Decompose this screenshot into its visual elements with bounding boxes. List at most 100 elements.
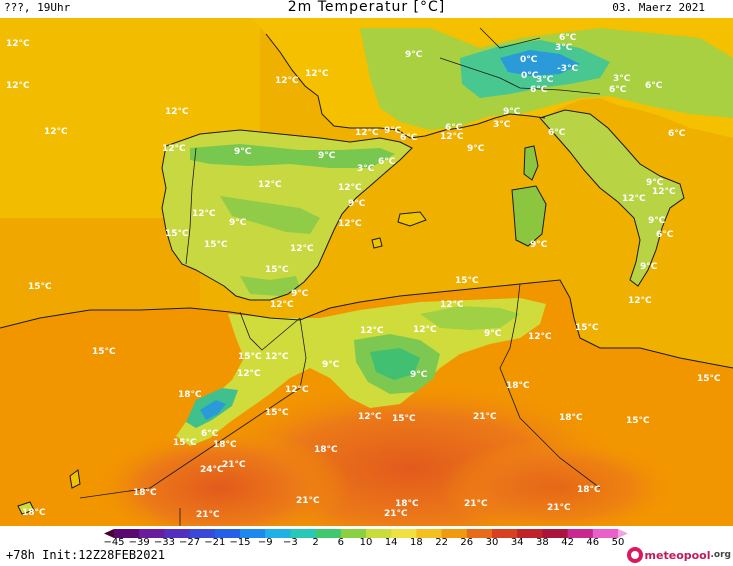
high-atlas-coldest (200, 400, 226, 420)
temperature-label: 9°C (530, 240, 548, 250)
scale-tick-label: −21 (204, 537, 226, 548)
temperature-label: 6°C (559, 33, 577, 43)
temperature-label: 15°C (697, 374, 721, 384)
alps-coldest-core (500, 50, 580, 76)
map-footer: −45 −39 −33 −27 −21 −15 −9 −3 2 6 10 14 18 22 26 30 34 38… (0, 526, 733, 566)
temperature-label: 12°C (290, 244, 314, 254)
temperature-label: 6°C (548, 128, 566, 138)
temperature-label: 9°C (467, 144, 485, 154)
temperature-label: 12°C (652, 187, 676, 197)
temperature-label: 12°C (338, 183, 362, 193)
meteopool-logo-icon (626, 547, 643, 563)
sierra-nevada (240, 276, 300, 296)
temperature-label: 6°C (645, 81, 663, 91)
temperature-label: 0°C (520, 55, 538, 65)
scale-color-swatch (189, 529, 216, 538)
ibiza-land (372, 238, 382, 248)
temperature-label: 9°C (405, 50, 423, 60)
corsica-land (524, 146, 538, 180)
temperature-label: 15°C (575, 323, 599, 333)
temperature-label: 12°C (237, 369, 261, 379)
temperature-label: 24°C (200, 465, 224, 475)
temperature-label: 21°C (384, 509, 408, 519)
iberia-central-system (220, 196, 320, 234)
temperature-label: 12°C (360, 326, 384, 336)
scale-color-swatch (567, 529, 594, 538)
temperature-label: 21°C (196, 510, 220, 520)
scale-color-swatch (391, 529, 417, 538)
temperature-label: 12°C (528, 332, 552, 342)
scale-color-swatch (290, 529, 317, 538)
scale-tick-label: 42 (561, 537, 574, 548)
temperature-label: 12°C (338, 219, 362, 229)
temperature-label: 9°C (291, 289, 309, 299)
forecast-time-label: ???, 19Uhr (4, 1, 71, 14)
temperature-label: 12°C (628, 296, 652, 306)
scale-tick-label: 50 (611, 537, 625, 548)
scale-color-swatch (366, 529, 392, 538)
morocco-algeria-border-north (239, 311, 301, 351)
sahara-west-hot-area (90, 428, 350, 526)
scale-tick-label: 22 (435, 537, 448, 548)
scale-tick-label: 14 (384, 537, 398, 548)
temperature-label: 12°C (622, 194, 646, 204)
scale-tick-label: −39 (128, 537, 150, 548)
temperature-label: 6°C (201, 429, 219, 439)
temperature-labels: 12°C12°C12°C12°C12°C12°C12°C 9°C 9°C12°C 9°… (6, 33, 721, 520)
temperature-label: 15°C (28, 282, 52, 292)
temperature-label: 18°C (314, 445, 338, 455)
temperature-label: 12°C (440, 300, 464, 310)
temperature-label: 9°C (410, 370, 428, 380)
brand-name: meteopool (644, 548, 711, 562)
temperature-label: 12°C (192, 209, 216, 219)
temperature-label: 6°C (400, 133, 418, 143)
temperature-label: 12°C (440, 132, 464, 142)
map-header: ???, 19Uhr 2m Temperatur [°C] 03. Maerz … (0, 0, 733, 18)
scale-color-swatch (592, 529, 619, 538)
temperature-label: 21°C (222, 460, 246, 470)
temperature-label: 15°C (392, 414, 416, 424)
scale-tick-label: −15 (229, 537, 251, 548)
algeria-tunisia-libya-border (499, 283, 601, 489)
scale-tick-label: 30 (485, 537, 499, 548)
italy-land (540, 110, 684, 286)
brand-suffix: .org (710, 550, 731, 560)
alpine-borders (439, 57, 601, 95)
scale-tick-label: 34 (510, 537, 524, 548)
scale-color-swatch (542, 529, 569, 538)
canary-east-coast (69, 469, 81, 489)
scale-color-swatch (517, 529, 543, 538)
scale-tick-label: 26 (460, 537, 474, 548)
scale-tick-label: 10 (359, 537, 373, 548)
temperature-label: 12°C (285, 385, 309, 395)
model-run-info: +78h Init:12Z28FEB2021 (6, 548, 165, 562)
temperature-label: 15°C (165, 229, 189, 239)
temperature-label: 12°C (258, 180, 282, 190)
temperature-label: 18°C (178, 390, 202, 400)
scale-color-swatch (466, 529, 493, 538)
temperature-label: 12°C (265, 352, 289, 362)
temperature-label: 6°C (445, 123, 463, 133)
brand-logo-link[interactable]: meteopool .org (626, 546, 731, 564)
temperature-label: 9°C (322, 360, 340, 370)
scale-color-swatch (441, 529, 468, 538)
temperature-label: 21°C (296, 496, 320, 506)
scale-color-swatch (139, 529, 165, 538)
temperature-label: 15°C (455, 276, 479, 286)
iberia-coast (161, 129, 413, 301)
scale-arrow-min (104, 529, 114, 538)
temperature-label: 6°C (530, 85, 548, 95)
atlas-region (176, 298, 546, 446)
africa-coast (0, 279, 733, 369)
temperature-label: 6°C (609, 85, 627, 95)
temperature-label: 15°C (265, 265, 289, 275)
temperature-label: 18°C (577, 485, 601, 495)
temperature-label: 3°C (536, 75, 554, 85)
scale-color-swatch (416, 529, 443, 538)
scale-arrow-max (618, 529, 628, 538)
temperature-label: 9°C (640, 262, 658, 272)
scale-tick-label: −27 (179, 537, 201, 548)
temperature-label: 18°C (133, 488, 157, 498)
temperature-label: 15°C (626, 416, 650, 426)
scale-color-swatch (265, 529, 291, 538)
